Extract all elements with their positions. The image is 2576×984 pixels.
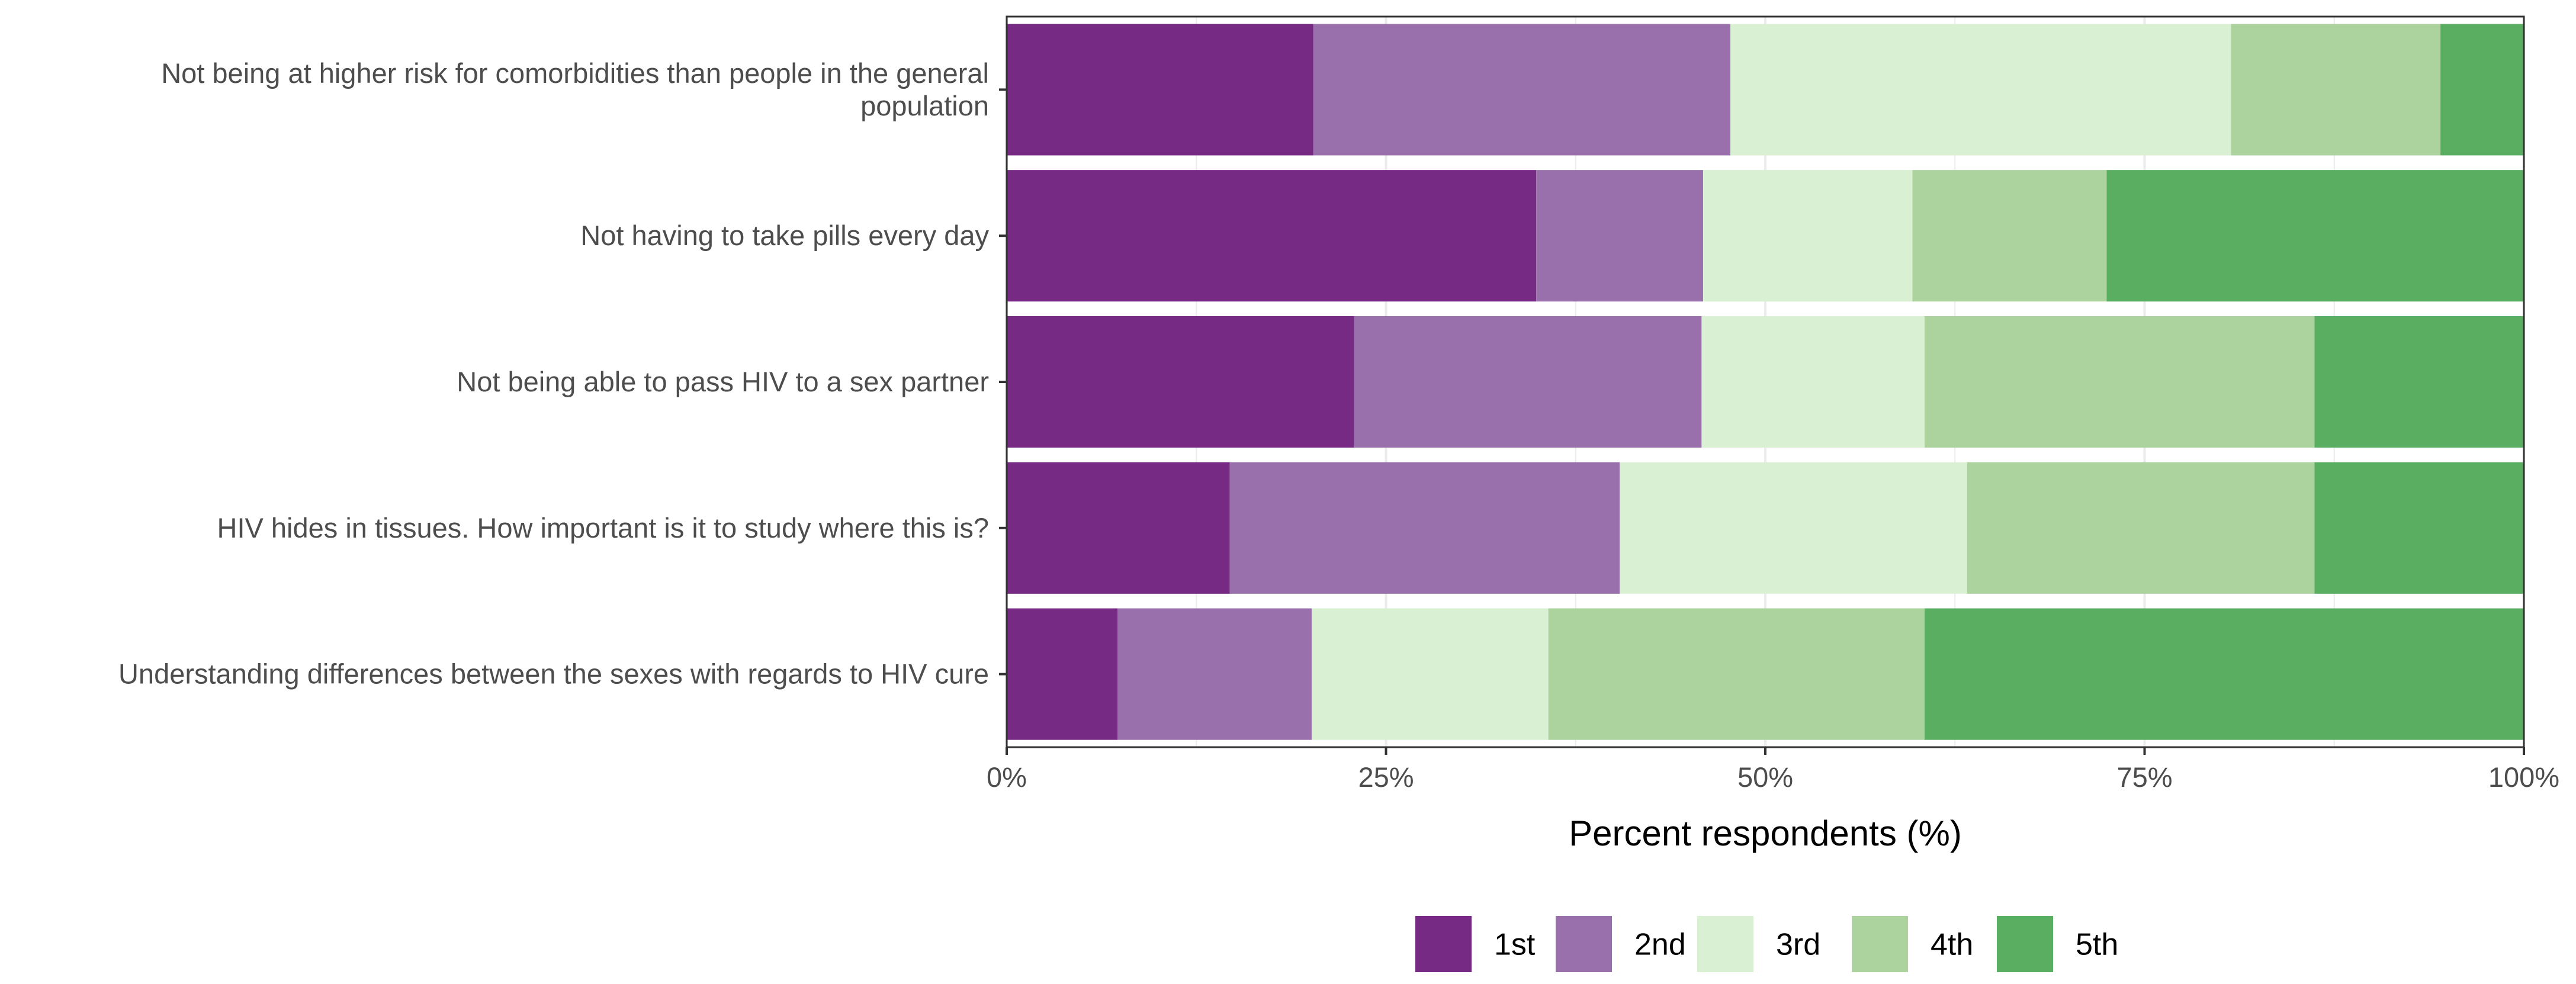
bar-segment-3rd-row-5 [1311,608,1549,740]
bar-segment-3rd-row-3 [1701,316,1925,448]
bar-segment-2nd-row-4 [1229,462,1620,594]
bar-segment-1st-row-3 [1007,316,1354,448]
category-label: HIV hides in tissues. How important is i… [217,512,989,544]
x-tick-label: 100% [2488,761,2559,793]
bar-segment-4th-row-2 [1912,170,2107,302]
bar-segment-5th-row-3 [2314,316,2524,448]
legend-label-5th: 5th [2076,928,2118,962]
bar-segment-5th-row-1 [2440,24,2524,156]
y-axis: Not being at higher risk for comorbiditi… [118,57,1007,690]
legend-label-2nd: 2nd [1634,928,1686,962]
bar-segment-5th-row-4 [2314,462,2524,594]
bar-segment-4th-row-5 [1548,608,1925,740]
category-label: Not being able to pass HIV to a sex part… [457,366,989,397]
bar-segment-3rd-row-4 [1620,462,1967,594]
legend: 1st 2nd 3rd 4th 5th [1415,916,2118,972]
legend-label-1st: 1st [1494,928,1536,962]
bar-segment-4th-row-1 [2231,24,2441,156]
bar-segment-3rd-row-1 [1730,24,2231,156]
x-axis-title: Percent respondents (%) [1569,813,1962,853]
x-tick-label: 0% [987,761,1027,793]
legend-label-4th: 4th [1931,928,1973,962]
bar-segment-2nd-row-5 [1117,608,1312,740]
bar-segment-1st-row-2 [1007,170,1537,302]
x-tick-label: 75% [2116,761,2172,793]
bar-segment-2nd-row-2 [1536,170,1703,302]
bar-segment-1st-row-1 [1007,24,1313,156]
bar-segment-5th-row-5 [1925,608,2524,740]
legend-key-1st [1415,916,1472,972]
x-axis: 0% 25% 50% 75% 100% [987,747,2559,793]
legend-key-4th [1852,916,1908,972]
bar-segment-4th-row-4 [1967,462,2315,594]
bar-segment-2nd-row-3 [1354,316,1702,448]
category-label: Not being at higher risk for comorbiditi… [161,57,989,89]
legend-key-5th [1997,916,2053,972]
bar-segment-4th-row-3 [1925,316,2315,448]
category-label: population [860,90,989,121]
category-label: Understanding differences between the se… [118,658,989,690]
bar-segment-2nd-row-1 [1313,24,1731,156]
x-tick-label: 50% [1737,761,1793,793]
bar-segment-5th-row-2 [2106,170,2524,302]
bar-segment-1st-row-4 [1007,462,1230,594]
bar-segment-1st-row-5 [1007,608,1118,740]
legend-key-3rd [1697,916,1753,972]
category-label: Not having to take pills every day [580,220,989,251]
bar-segment-3rd-row-2 [1703,170,1913,302]
bars [1007,24,2524,740]
legend-key-2nd [1556,916,1612,972]
x-tick-label: 25% [1358,761,1414,793]
legend-label-3rd: 3rd [1776,928,1820,962]
